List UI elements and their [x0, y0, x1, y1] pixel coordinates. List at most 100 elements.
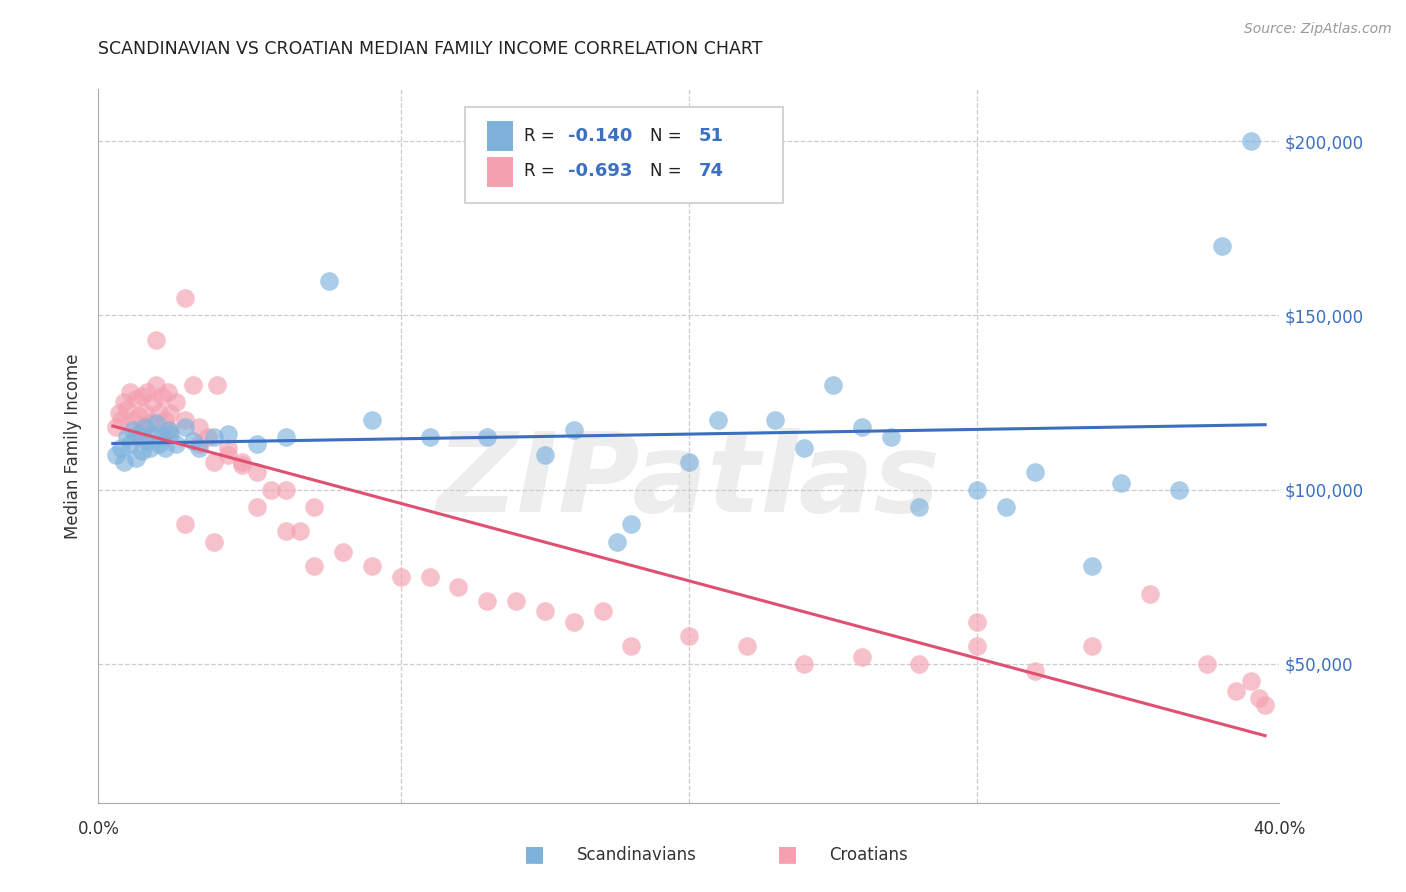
Point [217, 441, 239, 455]
Point [966, 639, 988, 653]
Point [165, 437, 187, 451]
Point [148, 406, 170, 420]
Point [274, 524, 297, 539]
Y-axis label: Median Family Income: Median Family Income [65, 353, 83, 539]
Point [115, 402, 138, 417]
Text: 51: 51 [699, 127, 724, 145]
Point [217, 448, 239, 462]
Point [136, 434, 159, 448]
Point [994, 500, 1017, 514]
Point [136, 385, 159, 400]
Text: R =: R = [523, 127, 560, 145]
Point [678, 455, 700, 469]
Point [419, 430, 441, 444]
Point [1254, 698, 1277, 713]
Point [131, 388, 153, 402]
Point [104, 420, 127, 434]
Point [562, 615, 585, 629]
Point [131, 423, 153, 437]
Point [120, 437, 142, 451]
Point [274, 430, 297, 444]
Point [173, 420, 195, 434]
Point [128, 409, 150, 424]
Point [260, 483, 283, 497]
Point [122, 423, 145, 437]
Point [139, 417, 162, 431]
FancyBboxPatch shape [486, 121, 513, 152]
Point [304, 559, 326, 574]
Point [706, 413, 728, 427]
Text: R =: R = [523, 162, 560, 180]
Point [1240, 673, 1263, 688]
Point [202, 455, 225, 469]
Point [966, 615, 988, 629]
Point [115, 430, 138, 444]
Point [150, 430, 173, 444]
Point [183, 378, 205, 392]
Point [112, 395, 135, 409]
Point [159, 406, 181, 420]
Text: ■: ■ [524, 845, 544, 864]
Point [1249, 691, 1271, 706]
Text: 0.0%: 0.0% [77, 820, 120, 838]
Point [120, 385, 142, 400]
Text: Croatians: Croatians [830, 846, 908, 863]
Point [139, 441, 162, 455]
Point [188, 420, 211, 434]
Point [148, 437, 170, 451]
Point [678, 629, 700, 643]
Point [145, 333, 167, 347]
Point [217, 426, 239, 441]
Point [274, 483, 297, 497]
Point [150, 388, 173, 402]
Point [156, 385, 179, 400]
Point [134, 406, 156, 420]
Text: Scandinavians: Scandinavians [576, 846, 696, 863]
Text: Source: ZipAtlas.com: Source: ZipAtlas.com [1244, 22, 1392, 37]
Point [389, 569, 412, 583]
Point [110, 413, 132, 427]
Point [1139, 587, 1161, 601]
Point [763, 413, 786, 427]
Point [793, 657, 815, 671]
Point [142, 426, 165, 441]
Point [183, 434, 205, 448]
Point [1081, 639, 1104, 653]
Point [197, 430, 219, 444]
Point [562, 423, 585, 437]
Point [851, 649, 873, 664]
Point [159, 423, 181, 437]
Point [620, 517, 643, 532]
Point [620, 639, 643, 653]
Point [821, 378, 844, 392]
Text: N =: N = [650, 162, 688, 180]
Point [145, 417, 167, 431]
Point [1081, 559, 1104, 574]
FancyBboxPatch shape [486, 157, 513, 187]
Point [908, 500, 931, 514]
Text: N =: N = [650, 127, 688, 145]
Point [246, 437, 269, 451]
Point [332, 545, 354, 559]
Point [966, 483, 988, 497]
Text: SCANDINAVIAN VS CROATIAN MEDIAN FAMILY INCOME CORRELATION CHART: SCANDINAVIAN VS CROATIAN MEDIAN FAMILY I… [98, 40, 763, 58]
Point [419, 569, 441, 583]
Point [361, 559, 384, 574]
Point [318, 274, 340, 288]
Point [361, 413, 384, 427]
Point [104, 448, 127, 462]
Point [231, 458, 253, 472]
FancyBboxPatch shape [464, 107, 783, 203]
Point [606, 534, 628, 549]
Point [1024, 664, 1046, 678]
Point [304, 500, 326, 514]
Point [1109, 475, 1132, 490]
Point [145, 378, 167, 392]
Point [1197, 657, 1219, 671]
Point [908, 657, 931, 671]
Point [173, 291, 195, 305]
Point [156, 423, 179, 437]
Point [153, 413, 176, 427]
Point [879, 430, 901, 444]
Point [122, 413, 145, 427]
